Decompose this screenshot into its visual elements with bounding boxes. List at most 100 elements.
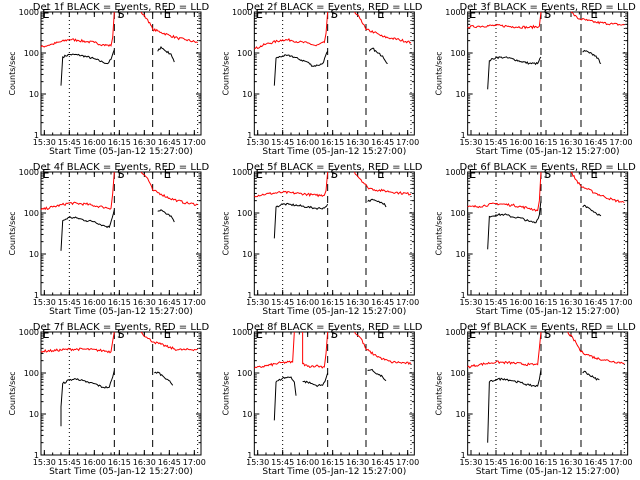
interval-marker-e: E: [164, 327, 172, 341]
events-series-line: [487, 200, 542, 250]
interval-marker-e: E: [42, 327, 50, 341]
y-tick-label: 1000: [232, 168, 252, 177]
y-tick-label: 1: [461, 291, 466, 300]
interval-marker-e: E: [255, 167, 263, 181]
x-tick-label: 15:30: [459, 458, 482, 467]
lld-series-line: [302, 331, 329, 369]
x-tick-label: 15:30: [246, 138, 269, 147]
plot-frame: [253, 331, 415, 456]
x-tick-label: 16:30: [559, 298, 582, 307]
plot-frame: [467, 171, 629, 296]
y-axis-label: Counts/sec: [221, 51, 230, 95]
x-tick-label: 15:30: [33, 458, 56, 467]
chart-title: Det 2f BLACK = Events, RED = LLD: [246, 2, 423, 13]
events-series-line: [487, 369, 542, 443]
x-axis-label: Start Time (05-Jan-12 15:27:00): [262, 147, 406, 157]
x-tick-label: 17:00: [183, 458, 206, 467]
x-tick-label: 17:00: [396, 458, 419, 467]
y-tick-label: 100: [450, 369, 465, 378]
x-axis-label: Start Time (05-Jan-12 15:27:00): [262, 467, 406, 477]
y-tick-label: 1: [247, 131, 252, 140]
y-tick-label: 100: [450, 49, 465, 58]
lld-series-line: [570, 171, 625, 203]
x-tick-label: 15:30: [33, 138, 56, 147]
chart-title: Det 1f BLACK = Events, RED = LLD: [33, 2, 210, 13]
interval-marker-e: E: [255, 7, 263, 21]
x-tick-label: 16:15: [321, 298, 344, 307]
x-tick-label: 16:30: [559, 458, 582, 467]
chart-panel: Det 8f BLACK = Events, RED = LLD 1 10 100 10…: [221, 322, 422, 477]
events-series-line: [60, 370, 115, 427]
lld-series-line: [40, 11, 115, 48]
x-tick-label: 16:45: [371, 458, 394, 467]
y-tick-label: 100: [24, 209, 39, 218]
interval-marker-s: S: [330, 7, 338, 21]
x-tick-label: 16:30: [346, 458, 369, 467]
interval-marker-e: E: [377, 327, 385, 341]
x-axis-label: Start Time (05-Jan-12 15:27:00): [476, 147, 620, 157]
x-tick-label: 16:30: [346, 138, 369, 147]
events-series-line: [367, 368, 387, 382]
interval-marker-e: E: [164, 167, 172, 181]
y-tick-label: 100: [24, 49, 39, 58]
lld-series-line: [140, 11, 198, 43]
plot-frame: [467, 11, 629, 136]
x-tick-label: 16:00: [83, 458, 106, 467]
x-tick-label: 16:30: [133, 458, 156, 467]
lld-series-line: [353, 331, 412, 366]
x-tick-label: 15:30: [246, 458, 269, 467]
x-tick-label: 16:30: [133, 298, 156, 307]
interval-marker-s: S: [117, 7, 125, 21]
y-axis-label: Counts/sec: [8, 211, 17, 255]
plot-frame: [40, 331, 202, 456]
chart-panel: Det 5f BLACK = Events, RED = LLD 1 10 100 10…: [221, 162, 422, 317]
y-tick-label: 1: [247, 451, 252, 460]
x-tick-label: 17:00: [396, 138, 419, 147]
events-series-line: [582, 370, 600, 381]
x-tick-label: 15:45: [484, 138, 507, 147]
y-tick-label: 100: [237, 209, 252, 218]
interval-marker-e: E: [469, 327, 477, 341]
interval-marker-s: S: [117, 167, 125, 181]
interval-marker-e: E: [469, 7, 477, 21]
y-axis-label: Counts/sec: [435, 211, 444, 255]
y-tick-label: 10: [455, 410, 465, 419]
x-tick-label: 17:00: [609, 458, 632, 467]
events-series-line: [582, 49, 602, 65]
x-tick-label: 15:45: [58, 138, 81, 147]
lld-series-line: [254, 11, 329, 50]
x-tick-label: 16:00: [83, 298, 106, 307]
x-tick-label: 17:00: [396, 298, 419, 307]
interval-marker-s: S: [544, 7, 552, 21]
events-series-line: [302, 372, 329, 388]
x-tick-label: 16:15: [534, 138, 557, 147]
events-series-line: [157, 46, 175, 63]
y-tick-label: 10: [242, 90, 252, 99]
x-tick-label: 16:15: [108, 298, 131, 307]
events-series-line: [154, 371, 174, 386]
x-tick-label: 16:00: [296, 138, 319, 147]
x-tick-label: 16:30: [133, 138, 156, 147]
x-tick-label: 16:30: [346, 298, 369, 307]
chart-panel: Det 1f BLACK = Events, RED = LLD 1 10 100 10…: [8, 2, 209, 157]
y-axis-label: Counts/sec: [8, 371, 17, 415]
x-tick-label: 16:00: [509, 298, 532, 307]
x-tick-label: 17:00: [183, 138, 206, 147]
plot-frame: [253, 171, 415, 296]
x-tick-label: 16:45: [158, 458, 181, 467]
x-axis-label: Start Time (05-Jan-12 15:27:00): [476, 467, 620, 477]
interval-marker-e: E: [164, 7, 172, 21]
interval-marker-s: S: [330, 167, 338, 181]
x-tick-label: 16:00: [296, 298, 319, 307]
lld-series-line: [140, 331, 198, 352]
events-series-line: [487, 56, 542, 90]
y-tick-label: 1: [247, 291, 252, 300]
y-tick-label: 1: [34, 131, 39, 140]
x-tick-label: 16:00: [296, 458, 319, 467]
x-tick-label: 16:45: [584, 458, 607, 467]
x-tick-label: 17:00: [609, 138, 632, 147]
x-tick-label: 16:45: [158, 138, 181, 147]
x-tick-label: 16:45: [158, 298, 181, 307]
interval-marker-e: E: [590, 327, 598, 341]
